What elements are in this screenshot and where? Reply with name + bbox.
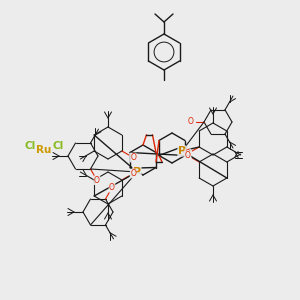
Text: Ru: Ru [36, 145, 52, 155]
Text: Cl: Cl [24, 141, 36, 151]
Text: P: P [133, 167, 141, 177]
Text: O: O [130, 153, 136, 162]
Text: O: O [185, 149, 191, 158]
Text: Cl: Cl [52, 141, 64, 151]
Text: O: O [109, 183, 115, 192]
Text: O: O [94, 176, 100, 185]
Text: O: O [185, 151, 191, 160]
Text: O: O [130, 169, 136, 178]
Text: O: O [188, 118, 194, 127]
Text: P: P [178, 146, 186, 156]
